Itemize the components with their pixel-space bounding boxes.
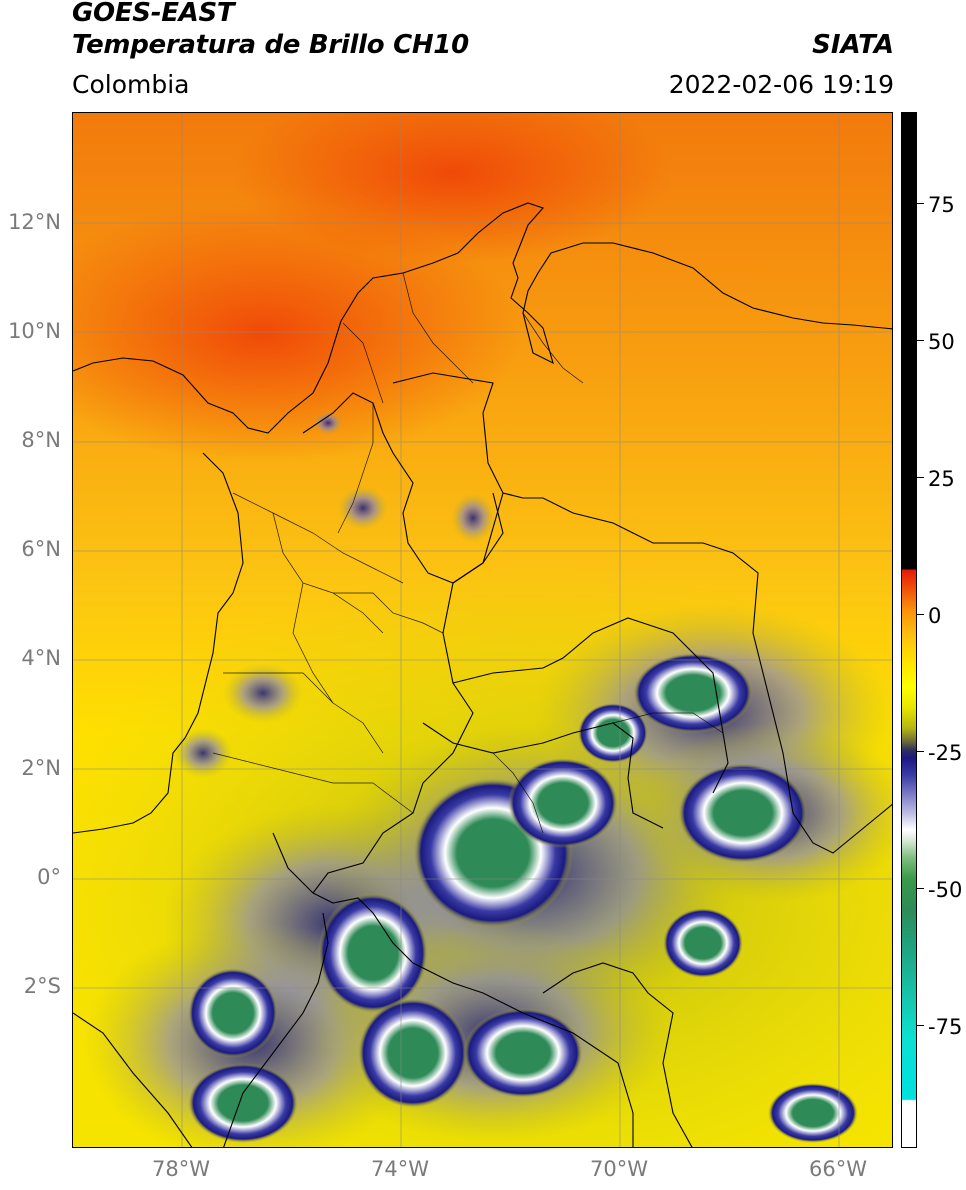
brightness-temperature-map xyxy=(73,113,892,1147)
lon-label-66w: 66°W xyxy=(809,1157,867,1181)
lat-label-0: 0° xyxy=(37,865,61,889)
colorbar-tick xyxy=(917,477,924,478)
region-label: Colombia xyxy=(72,70,190,99)
colorbar-label-minus75: -75 xyxy=(928,1015,963,1039)
convective-cell xyxy=(463,1008,583,1098)
map-panel[interactable] xyxy=(72,112,893,1148)
colorbar-tick xyxy=(917,340,924,341)
colorbar-tick xyxy=(917,1025,924,1026)
convective-cell xyxy=(358,998,468,1108)
convective-cell xyxy=(173,728,233,778)
satellite-title: GOES-EAST xyxy=(72,0,235,28)
colorbar-label-0: 0 xyxy=(928,604,942,628)
colorbar-label-75: 75 xyxy=(928,193,955,217)
colorbar-label-25: 25 xyxy=(928,467,955,491)
convective-cell xyxy=(578,703,648,763)
convective-cell xyxy=(313,411,343,435)
hot-region-north xyxy=(233,113,673,263)
department-borders xyxy=(212,272,724,834)
colorbar-label-minus50: -50 xyxy=(928,878,963,902)
lat-label-2s: 2°S xyxy=(23,974,61,998)
convective-cell xyxy=(318,893,428,1013)
title-block: GOES-EAST Temperatura de Brillo CH10 Col… xyxy=(72,0,894,108)
colorbar-tick xyxy=(917,751,924,752)
convective-cell xyxy=(678,763,808,863)
colorbar-label-50: 50 xyxy=(928,330,955,354)
lat-label-2n: 2°N xyxy=(21,756,61,780)
colorbar-tick xyxy=(917,614,924,615)
hot-region-west xyxy=(73,203,523,463)
temperature-colorbar xyxy=(901,112,917,1148)
lat-label-8n: 8°N xyxy=(21,428,61,452)
convective-cell xyxy=(768,1083,858,1143)
colorbar-tick xyxy=(917,888,924,889)
convective-cell xyxy=(508,758,618,848)
convective-cell xyxy=(451,493,495,543)
graticule xyxy=(73,113,892,1147)
lat-label-10n: 10°N xyxy=(8,319,61,343)
lat-label-4n: 4°N xyxy=(21,646,61,670)
coastlines-borders xyxy=(73,202,892,1147)
lon-label-70w: 70°W xyxy=(590,1157,648,1181)
convective-cell xyxy=(188,968,278,1058)
lat-label-12n: 12°N xyxy=(8,210,61,234)
convective-cell xyxy=(663,908,743,978)
lat-label-6n: 6°N xyxy=(21,537,61,561)
datetime-label: 2022-02-06 19:19 xyxy=(668,70,894,99)
convective-cell xyxy=(223,663,303,723)
convective-cell xyxy=(338,486,388,530)
organization-label: SIATA xyxy=(812,30,894,60)
colorbar-label-minus25: -25 xyxy=(928,741,963,765)
lon-label-78w: 78°W xyxy=(152,1157,210,1181)
product-title: Temperatura de Brillo CH10 xyxy=(72,30,469,60)
colorbar-tick xyxy=(917,203,924,204)
convective-cell xyxy=(633,653,753,733)
lon-label-74w: 74°W xyxy=(371,1157,429,1181)
convective-cell xyxy=(188,1063,298,1143)
